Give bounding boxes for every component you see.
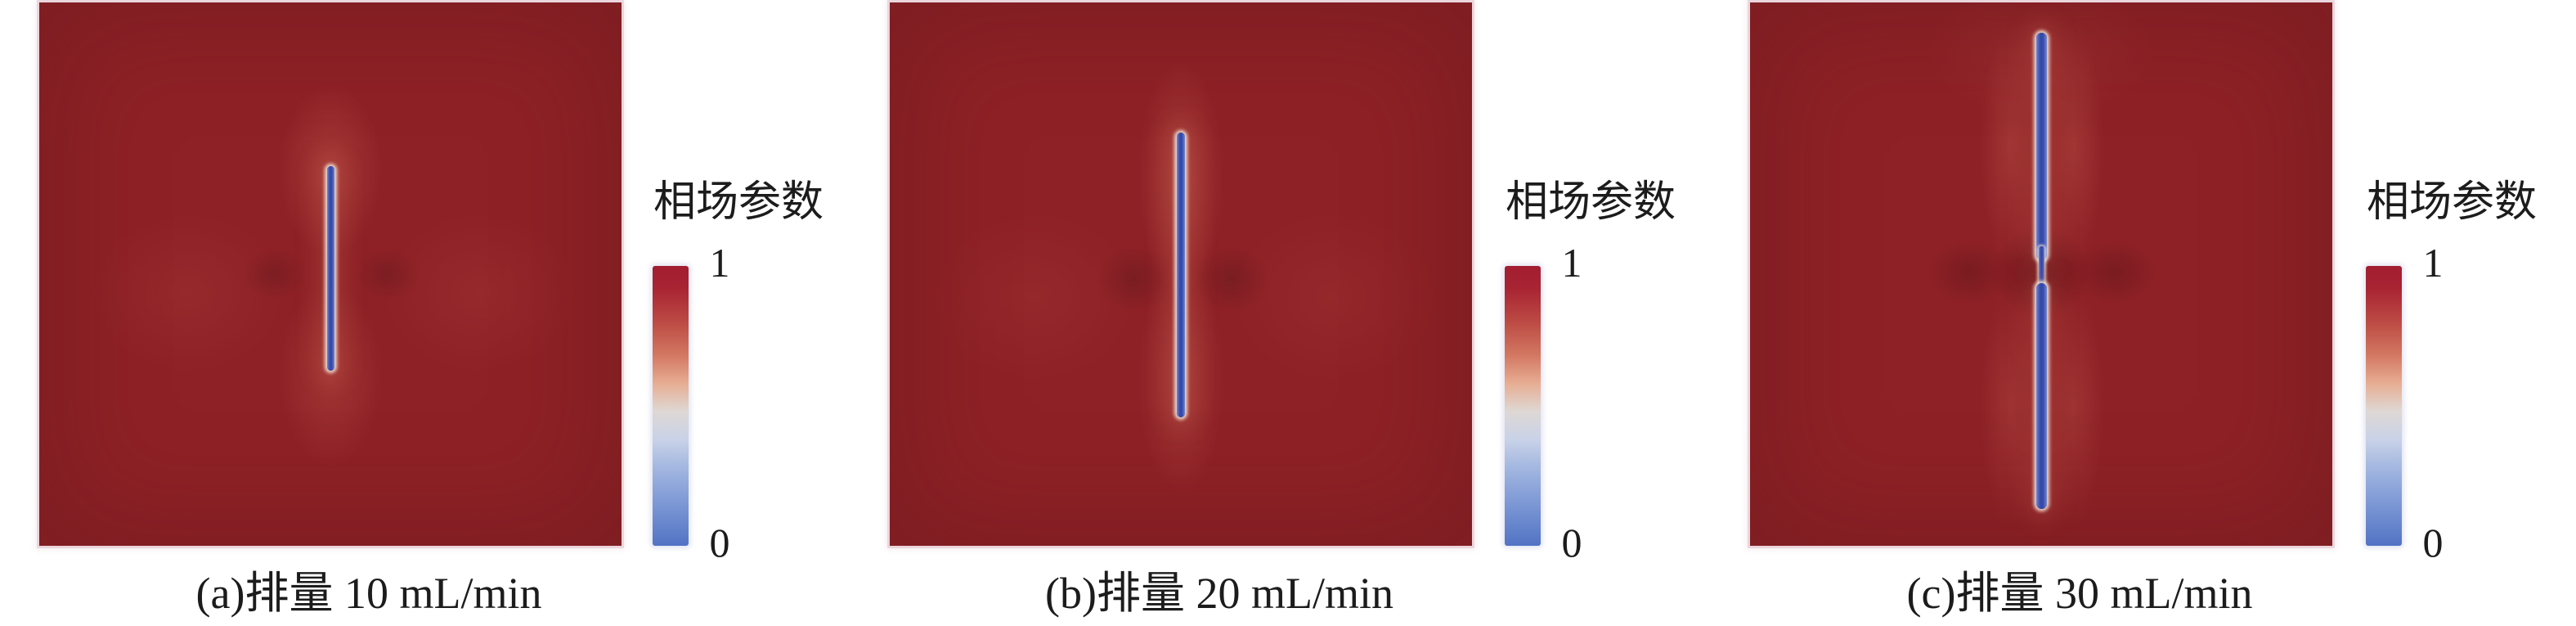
colorbar-min-label-a: 0 xyxy=(709,520,730,565)
caption-c: (c)排量 30 mL/min xyxy=(1906,569,2253,618)
fracture-crack-a xyxy=(327,166,334,371)
colorbar-max-label-c: 1 xyxy=(2422,240,2444,286)
heatmap-b xyxy=(890,2,1472,546)
colorbar-max-label-a: 1 xyxy=(709,240,730,286)
colorbar-title-b: 相场参数 xyxy=(1505,179,1676,226)
caption-a: (a)排量 10 mL/min xyxy=(195,569,542,618)
colorbar-title-c: 相场参数 xyxy=(2366,179,2537,226)
fracture-crack-c-upper xyxy=(2036,33,2047,260)
colorbar-gradient-c xyxy=(2366,266,2402,546)
fracture-crack-c-lower xyxy=(2036,283,2047,509)
colorbar-gradient-a xyxy=(653,266,689,546)
fracture-crack-b xyxy=(1177,133,1185,417)
colorbar-min-label-c: 0 xyxy=(2422,520,2444,565)
heatmap-c xyxy=(1750,2,2332,546)
colorbar-min-label-b: 0 xyxy=(1561,520,1582,565)
fracture-crack-c-waist xyxy=(2039,246,2044,299)
colorbar-gradient-b xyxy=(1505,266,1541,546)
caption-b: (b)排量 20 mL/min xyxy=(1045,569,1393,618)
colorbar-title-a: 相场参数 xyxy=(653,179,824,226)
colorbar-max-label-b: 1 xyxy=(1561,240,1582,286)
heatmap-a xyxy=(39,2,622,546)
